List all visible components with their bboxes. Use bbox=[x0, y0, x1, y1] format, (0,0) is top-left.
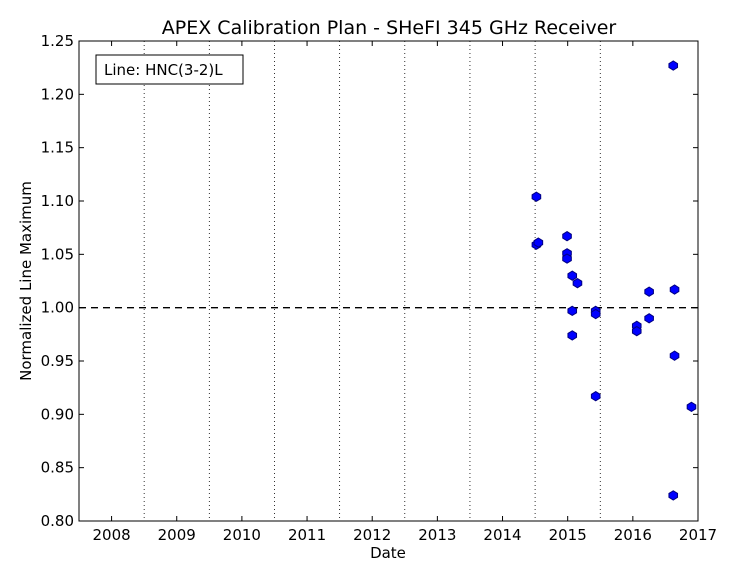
y-tick-label: 1.05 bbox=[41, 245, 74, 263]
x-tick-label: 2016 bbox=[614, 526, 652, 544]
y-tick-label: 0.95 bbox=[41, 352, 74, 370]
data-points bbox=[531, 60, 697, 501]
data-point-20 bbox=[668, 490, 679, 501]
y-tick-label: 0.90 bbox=[41, 405, 74, 423]
legend-label: Line: HNC(3-2)L bbox=[104, 61, 223, 79]
data-point-5 bbox=[562, 253, 572, 264]
vertical-gridlines bbox=[143, 41, 601, 521]
x-tick-label: 2012 bbox=[353, 526, 391, 544]
x-tick-label: 2009 bbox=[158, 526, 196, 544]
data-point-11 bbox=[590, 308, 601, 320]
data-point-15 bbox=[644, 286, 654, 297]
data-point-14 bbox=[631, 325, 642, 337]
x-tick-label: 2014 bbox=[483, 526, 521, 544]
y-tick-label: 1.25 bbox=[41, 32, 74, 50]
y-tick-label: 0.80 bbox=[41, 512, 74, 530]
y-axis-label: Normalized Line Maximum bbox=[17, 181, 35, 381]
y-tick-label: 1.20 bbox=[41, 85, 74, 103]
x-axis-label: Date bbox=[370, 544, 406, 562]
data-point-12 bbox=[590, 391, 601, 402]
data-point-19 bbox=[669, 350, 680, 361]
x-tick-label: 2008 bbox=[92, 526, 130, 544]
y-tick-label: 1.15 bbox=[41, 139, 74, 157]
legend: Line: HNC(3-2)L bbox=[95, 54, 244, 85]
data-point-18 bbox=[669, 284, 680, 295]
y-tick-label: 1.10 bbox=[41, 192, 74, 210]
data-point-7 bbox=[572, 277, 583, 289]
data-point-8 bbox=[567, 305, 578, 317]
x-tick-label: 2013 bbox=[418, 526, 456, 544]
legend-box bbox=[95, 54, 244, 85]
data-point-21 bbox=[686, 401, 697, 413]
y-tick-label: 0.85 bbox=[41, 459, 74, 477]
chart-title: APEX Calibration Plan - SHeFI 345 GHz Re… bbox=[162, 17, 617, 39]
x-axis-ticks: 2008 2009 2010 2011 2012 2013 2014 2015 2016 2017 bbox=[92, 41, 717, 544]
data-point-17 bbox=[668, 60, 679, 71]
x-tick-label: 2010 bbox=[223, 526, 261, 544]
y-axis-ticks: 0.80 0.85 0.90 0.95 1.00 1.05 1.10 1.15 1.20 1.25 bbox=[41, 32, 698, 530]
x-tick-label: 2015 bbox=[549, 526, 587, 544]
x-tick-label: 2017 bbox=[679, 526, 717, 544]
data-point-16 bbox=[644, 313, 654, 324]
x-tick-label: 2011 bbox=[288, 526, 326, 544]
data-point-0 bbox=[531, 191, 542, 202]
data-point-3 bbox=[562, 231, 572, 242]
data-point-2 bbox=[533, 237, 544, 248]
plot-frame bbox=[78, 40, 699, 522]
data-point-9 bbox=[567, 330, 578, 341]
y-tick-label: 1.00 bbox=[41, 299, 74, 317]
data-point-6 bbox=[567, 270, 578, 281]
